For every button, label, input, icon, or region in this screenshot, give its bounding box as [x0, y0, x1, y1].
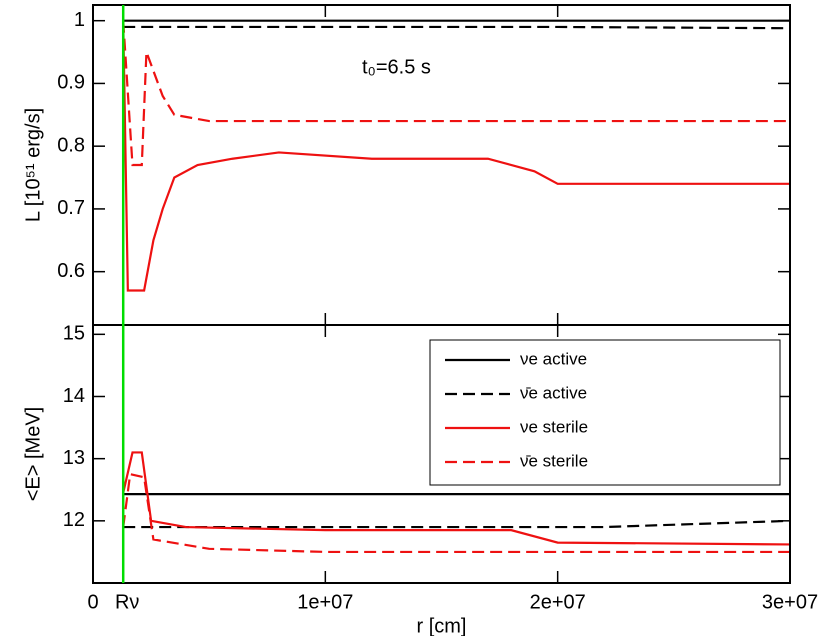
y-tick-label: 1 [74, 9, 85, 31]
legend-box [429, 339, 781, 486]
y-tick-label: 0.8 [57, 134, 85, 156]
y-tick-label: 13 [63, 447, 85, 469]
vertical-marker-label: Rν [115, 591, 139, 613]
y-axis-label: L [10⁵¹ erg/s] [22, 108, 44, 222]
y-tick-label: 0.9 [57, 72, 85, 94]
series-line [122, 20, 790, 167]
series-line [122, 451, 791, 546]
x-axis-label: r [cm] [417, 615, 467, 636]
x-tick-label: 0 [87, 591, 98, 613]
legend-label: ν̄e sterile [520, 451, 588, 470]
y-tick-label: 12 [63, 509, 85, 531]
series-line [123, 519, 791, 529]
x-tick-label: 3e+07 [762, 591, 818, 613]
series-line [122, 20, 790, 292]
plot-frame [92, 324, 791, 584]
y-tick-label: 0.6 [57, 260, 85, 282]
series-line [123, 25, 791, 30]
y-tick-label: 14 [63, 385, 85, 407]
y-tick-label: 15 [63, 323, 85, 345]
annotation: t₀=6.5 s [362, 56, 431, 78]
y-tick-label: 0.7 [57, 197, 85, 219]
y-axis-label: <E> [MeV] [22, 407, 44, 502]
x-tick-label: 1e+07 [297, 591, 353, 613]
legend-label: νe active [520, 349, 587, 368]
legend-label: νe sterile [520, 417, 588, 436]
legend-label: ν̄e active [520, 383, 587, 402]
x-tick-label: 2e+07 [530, 591, 586, 613]
series-line [122, 472, 790, 554]
